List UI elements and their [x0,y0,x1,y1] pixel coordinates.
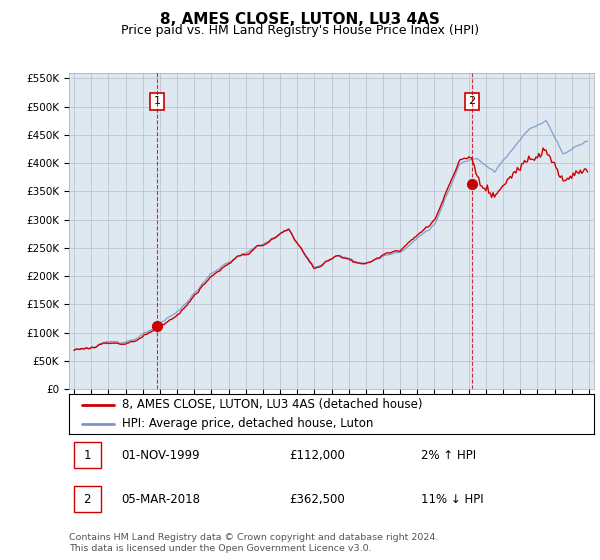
Text: 11% ↓ HPI: 11% ↓ HPI [421,493,484,506]
Text: £362,500: £362,500 [290,493,345,506]
Text: Contains HM Land Registry data © Crown copyright and database right 2024.
This d: Contains HM Land Registry data © Crown c… [69,533,439,553]
Text: 1: 1 [154,96,161,106]
Text: HPI: Average price, detached house, Luton: HPI: Average price, detached house, Luto… [121,417,373,431]
Text: 2: 2 [468,96,475,106]
FancyBboxPatch shape [74,442,101,469]
Text: 8, AMES CLOSE, LUTON, LU3 4AS (detached house): 8, AMES CLOSE, LUTON, LU3 4AS (detached … [121,399,422,412]
Text: 2: 2 [83,493,91,506]
FancyBboxPatch shape [74,486,101,512]
Text: 8, AMES CLOSE, LUTON, LU3 4AS: 8, AMES CLOSE, LUTON, LU3 4AS [160,12,440,27]
Text: Price paid vs. HM Land Registry's House Price Index (HPI): Price paid vs. HM Land Registry's House … [121,24,479,36]
Text: 2% ↑ HPI: 2% ↑ HPI [421,449,476,462]
Text: £112,000: £112,000 [290,449,346,462]
Text: 01-NOV-1999: 01-NOV-1999 [121,449,200,462]
Text: 05-MAR-2018: 05-MAR-2018 [121,493,200,506]
Text: 1: 1 [83,449,91,462]
